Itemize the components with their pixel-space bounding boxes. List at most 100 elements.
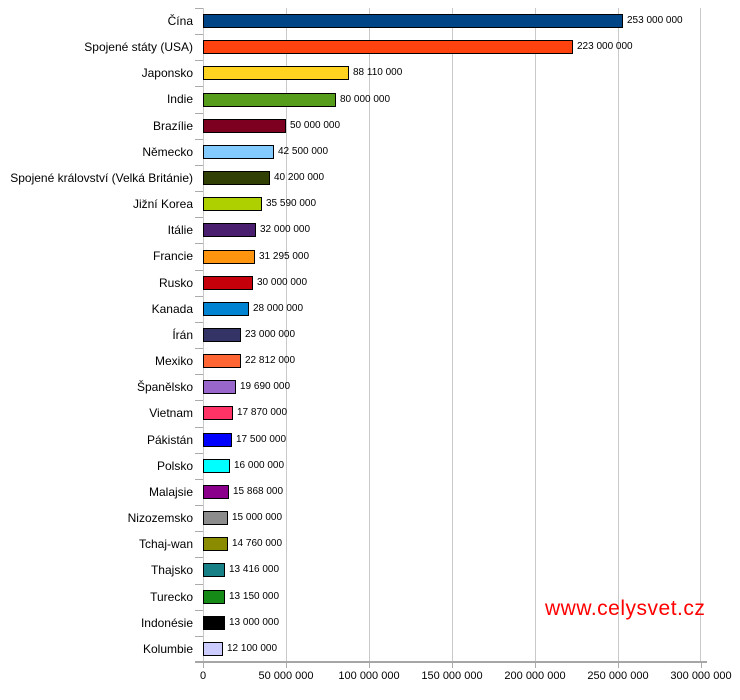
x-axis-tick [701,663,702,668]
x-axis-tick [618,663,619,668]
category-label: Turecko [150,589,193,604]
bar [203,641,223,656]
category-tick [195,557,203,558]
category-tick [195,531,203,532]
value-label: 80 000 000 [340,93,391,105]
category-tick [195,505,203,506]
category-label: Německo [142,144,193,159]
category-label: Španělsko [136,380,193,395]
value-label: 40 200 000 [274,172,325,184]
category-label: Kolumbie [142,641,193,656]
category-tick [195,374,203,375]
category-label: Francie [152,249,193,264]
bar [203,223,256,238]
category-label: Pákistán [146,432,193,447]
category-tick [195,191,203,192]
category-tick [195,139,203,140]
category-label: Itálie [167,223,193,238]
category-label: Mexiko [154,354,193,369]
gridline [286,8,287,662]
value-label: 22 812 000 [245,355,296,367]
category-label: Indonésie [140,615,193,630]
bar [203,144,274,159]
bar [203,589,225,604]
value-label: 15 868 000 [233,485,284,497]
bar [203,40,573,55]
gridline [535,8,536,662]
category-tick [195,322,203,323]
bar [203,380,236,395]
value-label: 35 590 000 [266,198,317,210]
category-label: Polsko [156,458,193,473]
bar [203,66,349,81]
bar [203,328,241,342]
category-label: Vietnam [149,406,193,421]
category-tick [195,584,203,585]
value-label: 88 110 000 [353,67,403,79]
category-tick [195,86,203,87]
value-label: 14 760 000 [232,538,283,550]
x-axis-tick [535,663,536,668]
category-tick [195,296,203,297]
value-label: 12 100 000 [227,642,278,654]
category-label: Kanada [151,301,193,316]
category-label: Nizozemsko [127,511,193,526]
bar [203,432,232,447]
bar [203,563,225,578]
bar [203,537,228,552]
category-tick [195,270,203,271]
gridline [618,8,619,662]
gridline [369,8,370,662]
category-tick [195,636,203,637]
category-label: Indie [166,92,193,107]
category-tick [195,479,203,480]
bar [203,301,249,316]
bar [203,197,262,212]
category-tick [195,427,203,428]
category-label: Rusko [158,275,193,290]
value-label: 17 870 000 [237,407,288,419]
bar [203,118,286,133]
bar [203,14,623,29]
category-tick [195,165,203,166]
value-label: 16 000 000 [234,459,285,471]
category-label: Japonsko [141,66,193,81]
bar [203,511,228,526]
gridline [700,8,701,662]
category-tick [195,113,203,114]
bar [203,354,241,369]
value-label: 19 690 000 [240,381,291,393]
value-label: 50 000 000 [290,119,341,131]
gridline [452,8,453,662]
value-label: 30 000 000 [257,276,308,288]
category-tick [195,34,203,35]
x-axis-label: 250 000 000 [587,670,649,682]
watermark-link[interactable]: www.celysvet.cz [545,597,706,620]
bar [203,458,230,473]
category-tick [195,60,203,61]
value-label: 23 000 000 [245,329,296,340]
value-label: 13 000 000 [229,616,280,628]
category-tick [195,610,203,611]
x-axis-tick [369,663,370,668]
category-label: Írán [172,327,193,342]
x-axis-label: 0 [199,670,207,682]
value-label: 13 150 000 [229,590,280,602]
x-axis-line [195,661,707,663]
category-label: Malajsie [148,484,193,499]
category-tick [195,348,203,349]
value-label: 253 000 000 [627,15,683,27]
value-label: 13 416 000 [229,564,280,576]
category-tick [195,400,203,401]
x-axis-label: 150 000 000 [421,670,483,682]
x-axis-tick [452,663,453,668]
category-label: Thajsko [150,563,193,578]
category-tick [195,8,203,9]
bar [203,249,255,264]
category-label: Brazílie [152,118,193,133]
category-axis-labels: Čína Spojené státy (USA) Japonsko Indie Braz… [0,8,197,662]
category-tick [195,243,203,244]
category-label: Jižní Korea [132,197,193,212]
bar [203,615,225,630]
